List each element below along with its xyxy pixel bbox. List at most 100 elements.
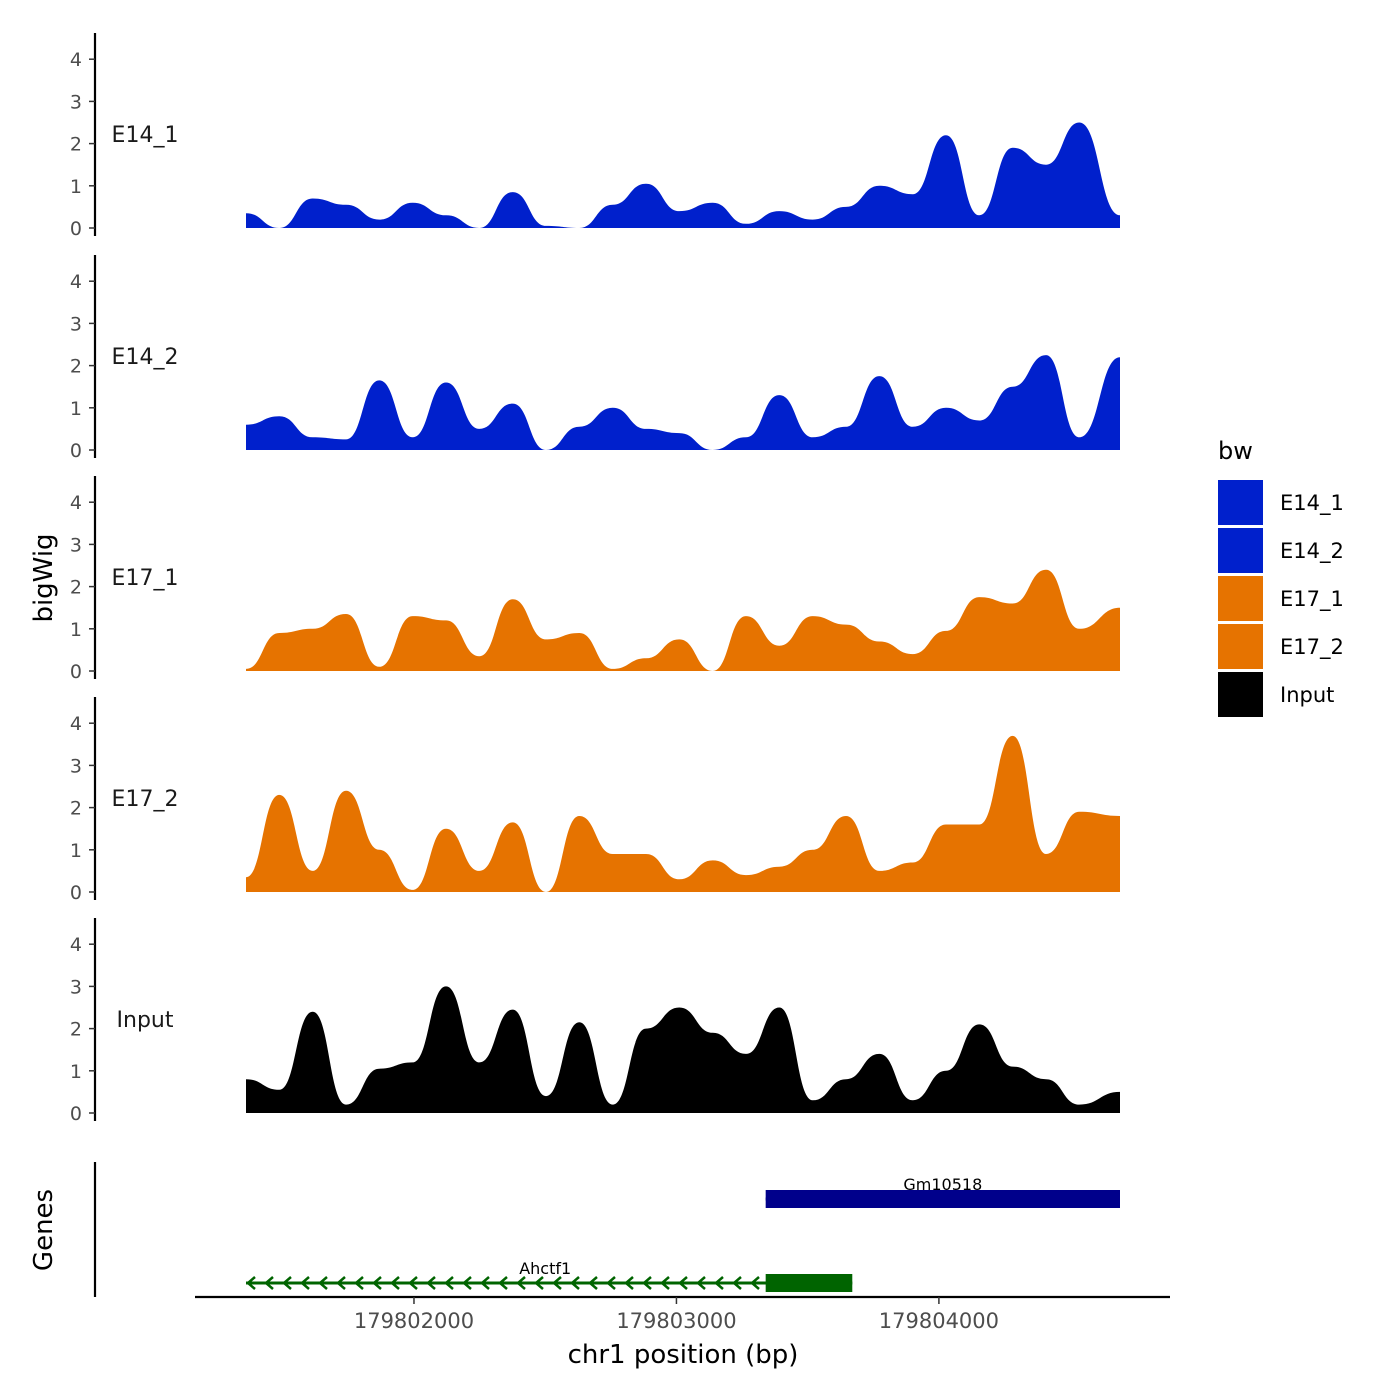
x-tick-label: 179804000: [879, 1309, 999, 1333]
y-tick-label: 3: [70, 534, 82, 556]
legend-label: Input: [1280, 683, 1334, 707]
y-tick-label: 3: [70, 755, 82, 777]
y-tick-label: 0: [70, 218, 82, 240]
legend-item-Input: Input: [1218, 672, 1334, 717]
strand-arrow: [714, 1276, 724, 1290]
strand-arrow: [246, 1276, 256, 1290]
strand-arrow: [372, 1276, 382, 1290]
y-tick-label: 1: [70, 840, 82, 862]
gene-label: Gm10518: [903, 1175, 982, 1194]
track-E17_1: 0 1 2 3 4 E17_1: [70, 476, 1120, 683]
strand-arrow: [678, 1276, 688, 1290]
legend-label: E17_2: [1280, 635, 1344, 660]
legend-item-E17_2: E17_2: [1218, 624, 1344, 669]
strand-arrow: [498, 1276, 508, 1290]
y-tick-label: 4: [70, 49, 82, 71]
strand-arrow: [516, 1276, 526, 1290]
coverage-area-E14_2: [246, 355, 1120, 450]
strand-arrow: [552, 1276, 562, 1290]
y-tick-label: 1: [70, 1061, 82, 1083]
y-tick-label: 3: [70, 976, 82, 998]
track-Input: 0 1 2 3 4 Input: [70, 918, 1120, 1125]
track-label: E17_2: [112, 787, 179, 812]
strand-arrow: [750, 1276, 760, 1290]
y-axis-title: bigWig: [29, 533, 59, 622]
legend-swatch: [1218, 480, 1263, 525]
strand-arrow: [282, 1276, 292, 1290]
y-tick-label: 0: [70, 1103, 82, 1125]
y-tick-label: 3: [70, 313, 82, 335]
strand-arrow: [408, 1276, 418, 1290]
coverage-area-E14_1: [246, 122, 1120, 228]
strand-arrow: [336, 1276, 346, 1290]
strand-arrow: [462, 1276, 472, 1290]
strand-arrow: [660, 1276, 670, 1290]
strand-arrow: [426, 1276, 436, 1290]
genes-axis-title: Genes: [29, 1189, 59, 1271]
gene-label: Ahctf1: [519, 1259, 571, 1278]
y-tick-label: 3: [70, 91, 82, 113]
track-label: E14_1: [112, 123, 179, 148]
track-label: E17_1: [112, 566, 179, 591]
x-tick-label: 179803000: [616, 1309, 736, 1333]
legend-swatch: [1218, 576, 1263, 621]
y-tick-label: 2: [70, 1019, 82, 1041]
y-tick-label: 2: [70, 356, 82, 378]
legend-item-E14_2: E14_2: [1218, 528, 1344, 573]
strand-arrow: [300, 1276, 310, 1290]
gene-exon: [765, 1190, 1120, 1208]
legend-swatch: [1218, 672, 1263, 717]
track-E14_1: 0 1 2 3 4 E14_1: [70, 33, 1120, 240]
y-tick-label: 4: [70, 492, 82, 514]
x-tick-label: 179802000: [354, 1309, 474, 1333]
y-tick-label: 4: [70, 713, 82, 735]
strand-arrow: [570, 1276, 580, 1290]
coverage-area-E17_1: [246, 569, 1120, 671]
y-tick-label: 1: [70, 176, 82, 198]
gene-Ahctf1: Ahctf1: [246, 1259, 853, 1292]
y-tick-label: 2: [70, 577, 82, 599]
y-tick-label: 2: [70, 798, 82, 820]
y-tick-label: 4: [70, 934, 82, 956]
legend-item-E14_1: E14_1: [1218, 480, 1344, 525]
gene-exon: [765, 1274, 853, 1292]
strand-arrow: [642, 1276, 652, 1290]
y-tick-label: 2: [70, 134, 82, 156]
legend: bw E14_1 E14_2 E17_1 E17_2 Input: [1218, 437, 1344, 717]
track-label: Input: [117, 1008, 174, 1033]
strand-arrow: [480, 1276, 490, 1290]
strand-arrow: [264, 1276, 274, 1290]
gene-panel: Gm10518 Ahctf1: [93, 1162, 1120, 1297]
coverage-area-Input: [246, 986, 1120, 1113]
coverage-area-E17_2: [246, 735, 1120, 892]
x-axis: 179802000 179803000 179804000: [195, 1295, 1170, 1333]
y-tick-label: 1: [70, 398, 82, 420]
strand-arrow: [588, 1276, 598, 1290]
gene-Gm10518: Gm10518: [765, 1175, 1120, 1208]
track-label: E14_2: [112, 345, 179, 370]
x-axis-title: chr1 position (bp): [568, 1340, 799, 1370]
strand-arrow: [534, 1276, 544, 1290]
track-panels: 0 1 2 3 4 E14_1 0 1 2 3 4 E14_2 0 1 2 3 4 E17_1 0 1 2 3 4 E17_2…: [70, 33, 1120, 1125]
legend-item-E17_1: E17_1: [1218, 576, 1344, 621]
strand-arrow: [390, 1276, 400, 1290]
track-E14_2: 0 1 2 3 4 E14_2: [70, 255, 1120, 462]
y-tick-label: 4: [70, 271, 82, 293]
strand-arrow: [444, 1276, 454, 1290]
y-tick-label: 0: [70, 661, 82, 683]
legend-title: bw: [1218, 437, 1253, 465]
strand-arrow: [606, 1276, 616, 1290]
strand-arrow: [354, 1276, 364, 1290]
y-tick-label: 0: [70, 882, 82, 904]
y-tick-label: 0: [70, 440, 82, 462]
strand-arrow: [318, 1276, 328, 1290]
legend-swatch: [1218, 528, 1263, 573]
legend-label: E14_2: [1280, 539, 1344, 564]
strand-arrow: [732, 1276, 742, 1290]
legend-label: E14_1: [1280, 491, 1344, 516]
legend-swatch: [1218, 624, 1263, 669]
legend-label: E17_1: [1280, 587, 1344, 612]
strand-arrow: [696, 1276, 706, 1290]
strand-arrow: [624, 1276, 634, 1290]
